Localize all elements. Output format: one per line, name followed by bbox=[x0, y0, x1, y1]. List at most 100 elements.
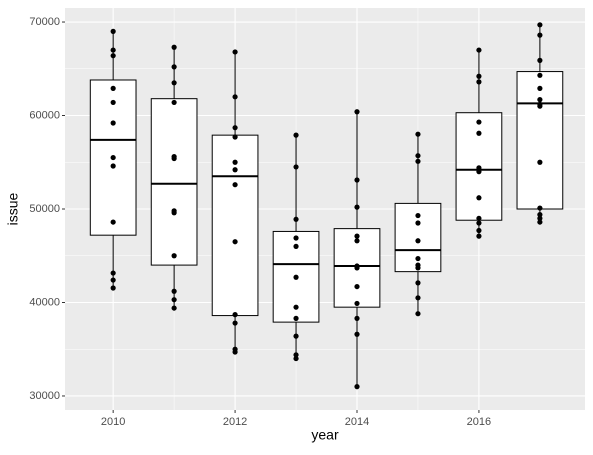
point bbox=[293, 333, 299, 339]
point bbox=[110, 85, 116, 91]
point bbox=[354, 283, 360, 290]
point bbox=[171, 80, 177, 86]
point bbox=[293, 315, 299, 321]
x-tick-label: 2014 bbox=[345, 416, 369, 428]
y-tick-label: 50000 bbox=[29, 203, 60, 215]
point bbox=[354, 265, 360, 271]
point bbox=[293, 352, 299, 358]
point bbox=[110, 99, 116, 106]
point bbox=[476, 169, 482, 175]
point bbox=[110, 53, 116, 59]
point bbox=[293, 355, 299, 362]
point bbox=[110, 120, 116, 126]
x-tick-label: 2010 bbox=[101, 416, 125, 428]
point bbox=[232, 159, 238, 165]
point bbox=[232, 312, 238, 318]
point bbox=[171, 210, 177, 216]
point bbox=[537, 85, 543, 91]
y-tick-label: 30000 bbox=[29, 390, 60, 402]
point bbox=[476, 220, 482, 226]
point bbox=[232, 49, 238, 55]
point bbox=[537, 219, 543, 225]
point bbox=[110, 270, 116, 276]
point bbox=[476, 215, 482, 221]
point bbox=[537, 212, 543, 218]
y-tick-label: 70000 bbox=[29, 16, 60, 28]
point bbox=[354, 300, 360, 307]
point bbox=[476, 73, 482, 79]
point bbox=[537, 57, 543, 63]
point bbox=[354, 233, 360, 239]
point bbox=[171, 99, 177, 106]
point bbox=[354, 177, 360, 183]
point bbox=[537, 103, 543, 109]
point bbox=[476, 227, 482, 234]
point bbox=[415, 295, 421, 301]
point bbox=[476, 79, 482, 85]
point bbox=[537, 72, 543, 78]
point bbox=[171, 64, 177, 70]
box bbox=[211, 134, 259, 317]
point bbox=[415, 220, 421, 226]
point bbox=[415, 280, 421, 286]
point bbox=[537, 205, 543, 211]
point bbox=[110, 163, 116, 169]
point bbox=[354, 315, 360, 321]
point bbox=[354, 238, 360, 244]
point bbox=[537, 97, 543, 103]
point bbox=[537, 32, 543, 38]
point bbox=[232, 94, 238, 100]
x-tick-label: 2016 bbox=[467, 416, 491, 428]
point bbox=[476, 119, 482, 125]
point bbox=[476, 130, 482, 136]
point bbox=[415, 255, 421, 262]
point bbox=[232, 239, 238, 245]
point bbox=[171, 44, 177, 50]
point bbox=[537, 22, 543, 28]
point bbox=[171, 253, 177, 259]
point bbox=[293, 304, 299, 310]
point bbox=[110, 219, 116, 225]
box bbox=[150, 98, 198, 266]
point bbox=[110, 277, 116, 283]
point bbox=[354, 331, 360, 337]
point bbox=[476, 165, 482, 171]
point bbox=[293, 243, 299, 249]
x-tick-label: 2012 bbox=[223, 416, 247, 428]
point bbox=[415, 265, 421, 271]
point bbox=[293, 164, 299, 170]
point bbox=[171, 297, 177, 303]
point bbox=[232, 182, 238, 188]
point bbox=[354, 384, 360, 390]
point bbox=[476, 47, 482, 53]
point bbox=[232, 167, 238, 173]
point bbox=[110, 285, 116, 291]
point bbox=[293, 216, 299, 222]
point bbox=[171, 155, 177, 162]
point bbox=[415, 158, 421, 164]
point bbox=[232, 349, 238, 355]
point bbox=[232, 320, 238, 326]
box bbox=[516, 71, 564, 210]
y-axis-title: issue bbox=[5, 192, 21, 225]
y-tick-label: 40000 bbox=[29, 296, 60, 308]
point bbox=[232, 134, 238, 140]
point bbox=[537, 215, 543, 221]
point bbox=[476, 195, 482, 201]
point bbox=[171, 288, 177, 294]
point bbox=[171, 305, 177, 311]
point bbox=[293, 132, 299, 138]
point bbox=[354, 109, 360, 115]
x-axis-title: year bbox=[311, 427, 339, 443]
point bbox=[537, 159, 543, 165]
point bbox=[476, 233, 482, 239]
point bbox=[354, 204, 360, 210]
y-tick-label: 60000 bbox=[29, 109, 60, 121]
point bbox=[110, 47, 116, 53]
point bbox=[415, 153, 421, 159]
point bbox=[110, 28, 116, 34]
point bbox=[110, 154, 116, 161]
point bbox=[415, 238, 421, 244]
point bbox=[232, 125, 238, 131]
